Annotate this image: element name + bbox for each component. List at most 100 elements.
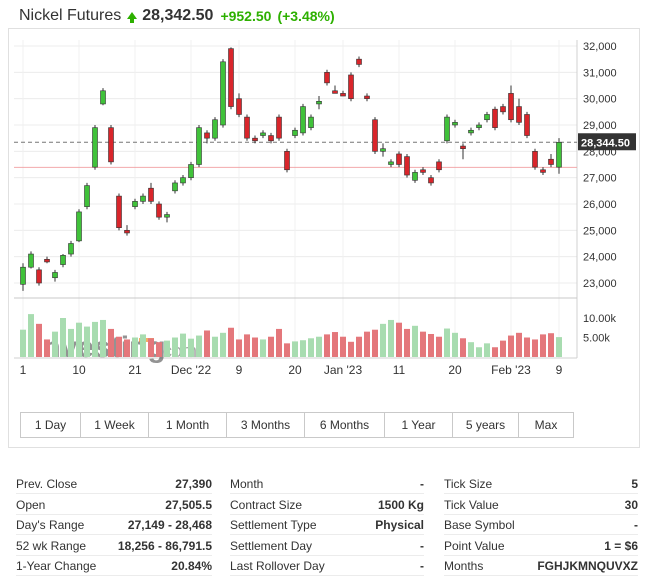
candle-body (436, 161, 442, 171)
candle-body (252, 137, 258, 142)
volume-bar (380, 323, 386, 357)
candle-body (148, 187, 154, 202)
stat-value: - (634, 518, 638, 533)
volume-bar (172, 337, 178, 357)
candle-body (212, 119, 218, 139)
timeframe-6-months-button[interactable]: 6 Months (305, 413, 385, 437)
stat-row: Last Rollover Day - (230, 556, 424, 576)
row-divider (16, 534, 212, 536)
candle-body (228, 48, 234, 107)
stat-value: - (420, 538, 424, 553)
stat-value: 30 (624, 497, 638, 512)
row-divider (230, 493, 424, 494)
chart-container[interactable] (8, 28, 640, 448)
volume-bar (388, 319, 394, 357)
price-change-percent: (+3.48%) (277, 8, 335, 24)
volume-bar (244, 334, 250, 357)
volume-bar (332, 332, 338, 357)
stat-label: 52 wk Range (16, 538, 87, 553)
candle-body (492, 108, 498, 128)
volume-bar (532, 339, 538, 357)
timeframe-1-day-button[interactable]: 1 Day (21, 413, 81, 437)
price-tick-label: 31,000 (583, 67, 617, 79)
date-tick-label: 21 (128, 363, 142, 377)
volume-bar (468, 342, 474, 357)
date-axis: 1 10 21 Dec '22 9 20 Jan '23 11 20 Feb '23 9 (20, 363, 563, 377)
candle-body (516, 106, 522, 123)
stat-row: Prev. Close 27,390 (16, 474, 212, 494)
volume-bar (252, 337, 258, 357)
candle-body (316, 101, 322, 105)
stat-label: Open (16, 497, 46, 512)
candle-body (396, 153, 402, 165)
volume-bar (180, 333, 186, 357)
timeframe-5-years-button[interactable]: 5 years (453, 413, 519, 437)
timeframe-1-week-button[interactable]: 1 Week (81, 413, 149, 437)
volume-bar (84, 326, 90, 357)
date-tick-label: 10 (72, 363, 86, 377)
stat-row: Months FGHJKMNQUVXZ (444, 556, 638, 576)
volume-bar (204, 330, 210, 357)
volume-bar (92, 321, 98, 357)
volume-bar (524, 337, 530, 357)
stat-row: Tick Size 5 (444, 474, 638, 494)
volume-bar (556, 337, 562, 357)
timeframe-1-month-button[interactable]: 1 Month (149, 413, 227, 437)
candle-body (28, 253, 34, 268)
date-tick-label: 11 (393, 363, 406, 377)
volume-bar (108, 328, 114, 357)
volume-bar (236, 339, 242, 357)
volume-bar (60, 318, 66, 357)
stat-row: Tick Value 30 (444, 495, 638, 515)
chart-grid (14, 40, 578, 359)
volume-bar (196, 335, 202, 357)
candle-body (116, 195, 122, 229)
date-tick-label: 9 (556, 363, 563, 377)
volume-bar (428, 333, 434, 357)
volume-bar (308, 338, 314, 357)
candle-body (108, 127, 114, 163)
volume-bar (396, 322, 402, 357)
candle-body (420, 169, 426, 173)
candle-body (36, 269, 42, 284)
volume-bar (300, 340, 306, 357)
timeframe-max-button[interactable]: Max (534, 418, 558, 432)
candle-body (348, 74, 354, 99)
last-price-tag-label: 28,344.50 (581, 137, 630, 149)
candle-body (484, 114, 490, 121)
price-chart[interactable]: Investing.com 32,00031,00030,00029,00028… (0, 0, 649, 400)
volume-bar (420, 331, 426, 357)
candle-body (284, 151, 290, 171)
volume-bar (44, 339, 50, 357)
row-divider (444, 493, 638, 494)
volume-bar (484, 343, 490, 357)
stat-value: - (420, 559, 424, 574)
volume-bar (268, 336, 274, 357)
stat-label: Months (444, 559, 484, 574)
date-tick-label: 9 (236, 363, 243, 377)
candle-body (244, 116, 250, 139)
row-divider (16, 493, 212, 494)
timeframe-1-year-button[interactable]: 1 Year (385, 413, 453, 437)
volume-bar (356, 336, 362, 357)
last-price-tag (578, 133, 636, 151)
volume-bar (52, 331, 58, 357)
date-tick-label: Dec '22 (171, 363, 212, 377)
candle-body (172, 182, 178, 192)
candle-body (340, 93, 346, 97)
candle-body (156, 203, 162, 218)
row-divider (230, 513, 424, 515)
date-tick-label: Jan '23 (324, 363, 363, 377)
candle-body (164, 214, 170, 218)
candle-body (204, 132, 210, 139)
price-tick-label: 25,000 (583, 225, 617, 237)
volume-bar (412, 325, 418, 357)
candle-body (60, 255, 66, 265)
price-tick-label: 27,000 (583, 173, 617, 185)
timeframe-3-months-button[interactable]: 3 Months (227, 413, 305, 437)
candle-body (372, 119, 378, 152)
stat-label: Tick Value (444, 497, 499, 512)
volume-bar (68, 328, 74, 357)
candle-body (84, 185, 90, 207)
volume-bar (364, 331, 370, 357)
